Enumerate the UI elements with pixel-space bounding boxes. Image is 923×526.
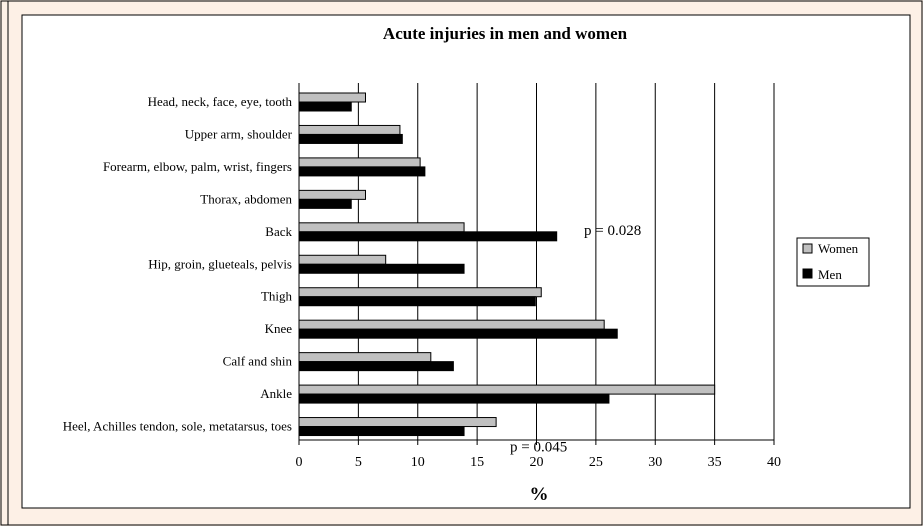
category-label: Upper arm, shoulder [185, 126, 293, 141]
bar-men [298, 263, 465, 274]
bar-women [298, 222, 465, 233]
legend-swatch-women [802, 243, 813, 254]
bar-women [298, 417, 497, 428]
category-label: Hip, groin, glueteals, pelvis [148, 256, 292, 271]
bar-men [298, 101, 352, 112]
x-tick-label: 30 [648, 455, 662, 470]
category-label: Forearm, elbow, palm, wrist, fingers [103, 159, 292, 174]
bar-men [298, 296, 536, 307]
bar-women [298, 254, 387, 265]
category-label: Knee [265, 321, 293, 336]
p-value-annotation: p = 0.028 [584, 223, 641, 239]
category-label: Heel, Achilles tendon, sole, metatarsus,… [63, 419, 292, 434]
x-tick-label: 20 [530, 455, 544, 470]
bar-men [298, 231, 558, 242]
legend: Women Men [796, 237, 870, 287]
bar-women [298, 124, 401, 135]
p-value-annotation: p = 0.045 [510, 440, 567, 456]
legend-label-women: Women [818, 241, 859, 256]
bar-women [298, 319, 605, 330]
x-tick-label: 15 [470, 455, 484, 470]
chart-title: Acute injuries in men and women [383, 24, 628, 43]
bar-women [298, 352, 432, 363]
bar-women [298, 384, 716, 395]
category-labels: Head, neck, face, eye, tooth Upper arm, s… [63, 94, 293, 434]
bar-women [298, 92, 366, 103]
bars [298, 92, 716, 437]
category-label: Back [265, 224, 292, 239]
bar-men [298, 393, 610, 404]
bar-women [298, 157, 421, 168]
bar-women [298, 189, 366, 200]
legend-swatch-men [802, 268, 813, 279]
category-label: Thorax, abdomen [200, 191, 292, 206]
x-tick-labels: 0 5 10 15 20 25 30 35 40 [296, 455, 782, 470]
x-tick-label: 10 [411, 455, 425, 470]
x-tick-label: 25 [589, 455, 603, 470]
x-axis-label: % [530, 484, 549, 505]
annotations: p = 0.028 p = 0.045 [510, 223, 641, 456]
bar-men [298, 426, 465, 437]
bar-men [298, 166, 426, 177]
category-label: Head, neck, face, eye, tooth [148, 94, 293, 109]
bar-men [298, 133, 403, 144]
x-tick-label: 0 [296, 455, 303, 470]
bar-women [298, 287, 542, 298]
x-tick-label: 35 [708, 455, 722, 470]
legend-label-men: Men [818, 267, 842, 282]
x-tick-label: 5 [355, 455, 362, 470]
bar-men [298, 328, 618, 339]
category-label: Thigh [261, 289, 293, 304]
bar-men [298, 361, 454, 372]
category-label: Ankle [260, 386, 292, 401]
x-tick-label: 40 [767, 455, 781, 470]
bar-men [298, 198, 352, 209]
category-label: Calf and shin [223, 354, 293, 369]
